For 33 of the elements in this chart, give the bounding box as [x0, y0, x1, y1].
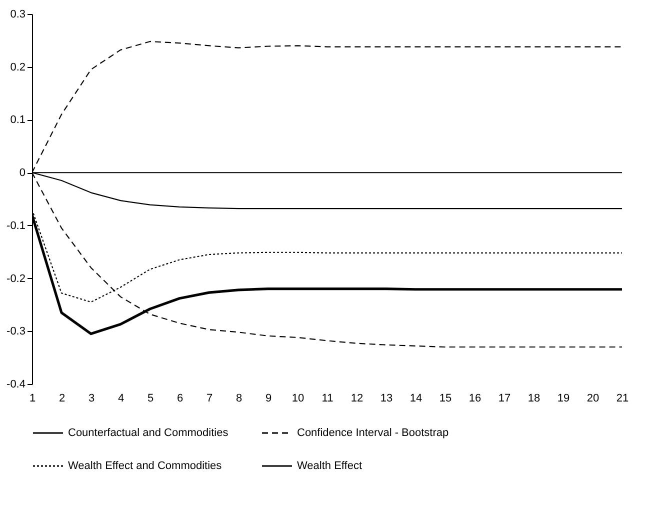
- y-tick-label: -0.1: [6, 220, 26, 232]
- x-tick-label: 4: [118, 392, 124, 404]
- y-tick-label: 0.3: [10, 8, 26, 20]
- x-tick-label: 15: [439, 392, 452, 404]
- x-tick-label: 3: [88, 392, 95, 404]
- x-tick-label: 10: [292, 392, 304, 404]
- legend-label: Confidence Interval - Bootstrap: [297, 427, 449, 439]
- x-tick-label: 5: [147, 392, 154, 404]
- y-tick-label: 0.2: [10, 61, 26, 74]
- legend-label: Wealth Effect and Commodities: [68, 460, 222, 472]
- x-tick-label: 20: [586, 392, 600, 404]
- x-tick-label: 19: [557, 392, 570, 404]
- y-tick-label: -0.2: [6, 272, 26, 285]
- x-tick-label: 9: [265, 392, 272, 404]
- y-tick-label: 0.1: [10, 114, 26, 126]
- legend-label: Counterfactual and Commodities: [68, 427, 229, 439]
- x-tick-label: 11: [322, 392, 334, 404]
- x-tick-label: 12: [350, 392, 364, 404]
- y-tick-label: -0.3: [6, 326, 26, 338]
- x-tick-label: 21: [616, 392, 629, 404]
- x-tick-label: 1: [29, 392, 36, 404]
- x-tick-label: 6: [176, 392, 184, 404]
- y-tick-label: -0.4: [6, 378, 26, 390]
- x-tick-label: 8: [236, 392, 242, 404]
- x-tick-label: 16: [468, 392, 482, 404]
- x-tick-label: 14: [410, 392, 422, 404]
- y-tick-label: 0: [19, 167, 26, 180]
- x-tick-label: 17: [498, 392, 511, 404]
- x-tick-label: 18: [528, 392, 540, 404]
- legend-label: Wealth Effect: [297, 460, 362, 472]
- x-tick-label: 2: [58, 392, 66, 404]
- x-tick-label: 13: [380, 392, 393, 404]
- x-tick-label: 7: [206, 392, 213, 404]
